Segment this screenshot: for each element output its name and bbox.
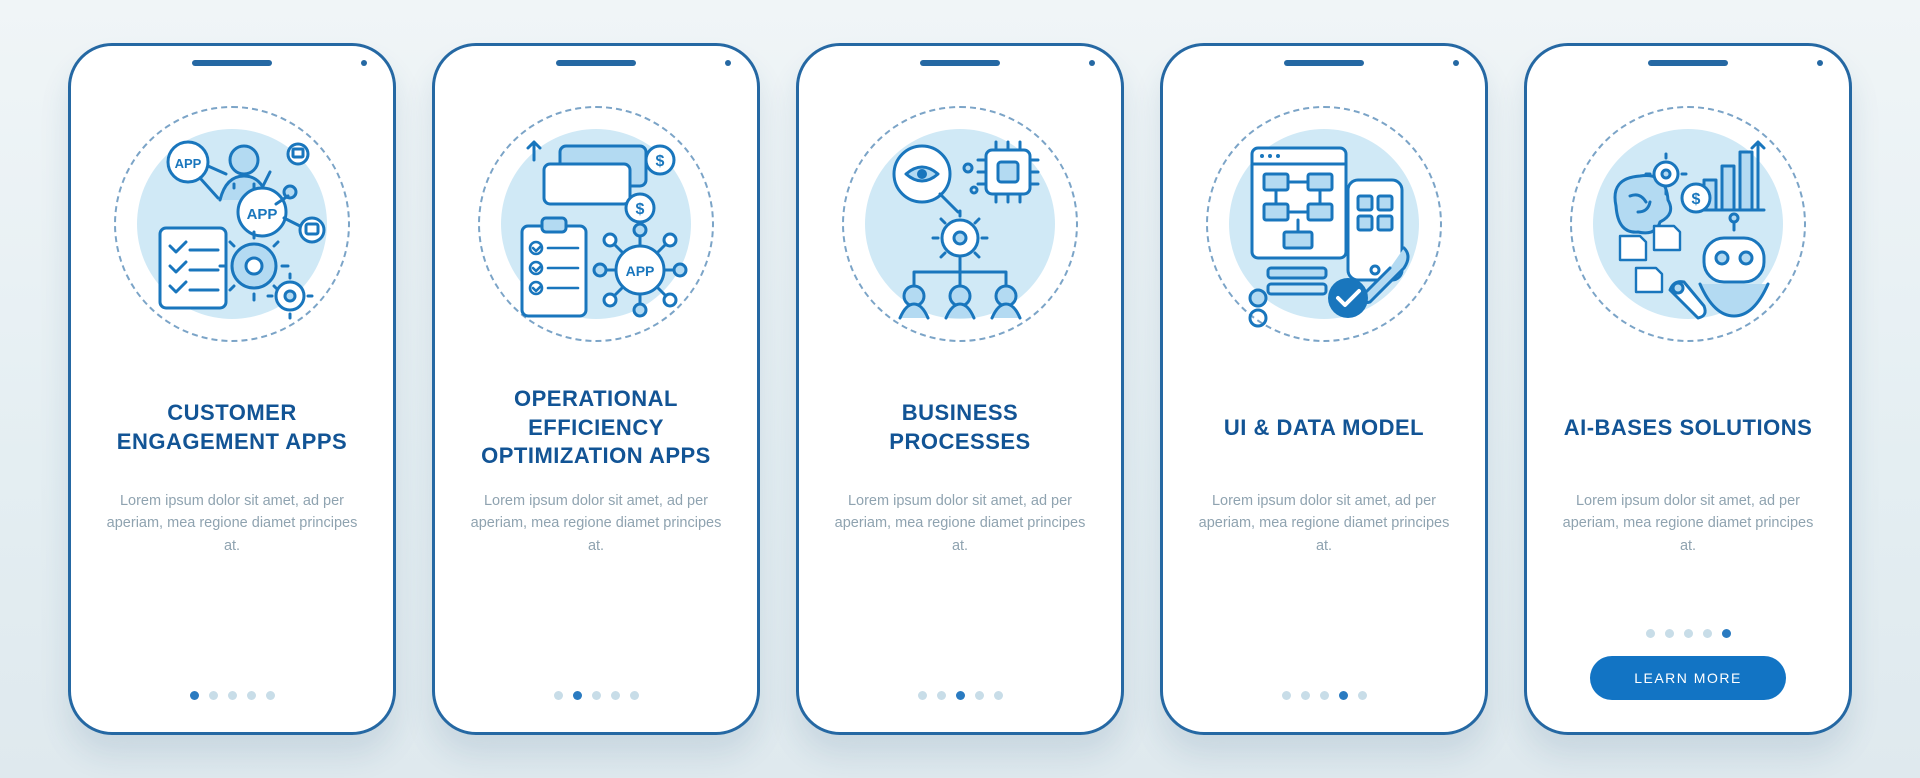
dot-5[interactable] [994,691,1003,700]
phone-business-processes: BUSINESS PROCESSES Lorem ipsum dolor sit… [796,43,1124,735]
svg-text:APP: APP [626,263,655,279]
dot-3[interactable] [592,691,601,700]
phone-operational-efficiency: $ $ APP [432,43,760,735]
camera-dot [1817,60,1823,66]
svg-text:APP: APP [175,156,202,171]
dot-4[interactable] [247,691,256,700]
learn-more-button[interactable]: LEARN MORE [1590,656,1786,700]
slide-footer [459,691,733,700]
pagination-dots [1282,691,1367,700]
svg-text:APP: APP [247,206,278,223]
slide-description: Lorem ipsum dolor sit amet, ad per aperi… [1551,490,1825,557]
dot-3[interactable] [228,691,237,700]
svg-text:$: $ [1692,191,1701,208]
dot-2[interactable] [1301,691,1310,700]
svg-text:$: $ [656,153,665,170]
slide-title: AI-BASES SOLUTIONS [1558,384,1819,472]
dot-4[interactable] [975,691,984,700]
illustration: $ [1568,104,1808,344]
dot-2[interactable] [209,691,218,700]
camera-dot [725,60,731,66]
dot-5[interactable] [1358,691,1367,700]
slide-description: Lorem ipsum dolor sit amet, ad per aperi… [823,490,1097,557]
phone-ai-solutions: $ [1524,43,1852,735]
svg-text:$: $ [636,201,645,218]
dot-3[interactable] [1320,691,1329,700]
customer-engagement-icon: APP APP [126,118,338,330]
slide-footer [1187,691,1461,700]
dot-1[interactable] [1646,629,1655,638]
business-processes-icon [854,118,1066,330]
dot-1[interactable] [190,691,199,700]
operational-efficiency-icon: $ $ APP [490,118,702,330]
ai-solutions-icon: $ [1582,118,1794,330]
illustration: APP APP [112,104,352,344]
dot-4[interactable] [1339,691,1348,700]
dot-4[interactable] [1703,629,1712,638]
slide-description: Lorem ipsum dolor sit amet, ad per aperi… [95,490,369,557]
dot-3[interactable] [956,691,965,700]
dot-5[interactable] [266,691,275,700]
slide-footer [823,691,1097,700]
slide-description: Lorem ipsum dolor sit amet, ad per aperi… [459,490,733,557]
slide-title: UI & DATA MODEL [1218,384,1430,472]
dot-1[interactable] [1282,691,1291,700]
dot-5[interactable] [1722,629,1731,638]
dot-4[interactable] [611,691,620,700]
dot-2[interactable] [1665,629,1674,638]
pagination-dots [190,691,275,700]
dot-2[interactable] [573,691,582,700]
dot-3[interactable] [1684,629,1693,638]
dot-1[interactable] [554,691,563,700]
illustration [1204,104,1444,344]
phone-ui-data-model: UI & DATA MODEL Lorem ipsum dolor sit am… [1160,43,1488,735]
illustration: $ $ APP [476,104,716,344]
dot-2[interactable] [937,691,946,700]
ui-data-model-icon [1218,118,1430,330]
dot-1[interactable] [918,691,927,700]
camera-dot [1453,60,1459,66]
slide-title: OPERATIONAL EFFICIENCY OPTIMIZATION APPS [459,384,733,472]
slide-footer [95,691,369,700]
camera-dot [1089,60,1095,66]
dot-5[interactable] [630,691,639,700]
pagination-dots [554,691,639,700]
pagination-dots [918,691,1003,700]
illustration [840,104,1080,344]
phone-mockup-row: APP APP [68,43,1852,735]
pagination-dots [1646,629,1731,638]
slide-title: BUSINESS PROCESSES [823,384,1097,472]
slide-footer: LEARN MORE [1551,629,1825,700]
slide-description: Lorem ipsum dolor sit amet, ad per aperi… [1187,490,1461,557]
slide-title: CUSTOMER ENGAGEMENT APPS [95,384,369,472]
phone-customer-engagement: APP APP [68,43,396,735]
camera-dot [361,60,367,66]
